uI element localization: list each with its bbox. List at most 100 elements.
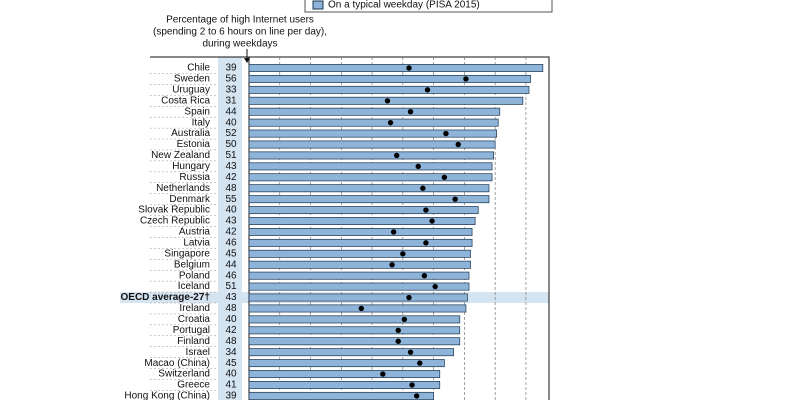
category-label: Iceland	[178, 281, 210, 292]
percentage: 45	[225, 248, 237, 259]
column-header: during weekdays	[202, 39, 277, 50]
dot	[423, 240, 429, 246]
bar	[248, 173, 493, 182]
category-label: Russia	[179, 172, 210, 183]
dot	[401, 316, 408, 323]
category-label: Costa Rica	[161, 95, 210, 106]
bar	[248, 370, 441, 378]
percentage: 50	[225, 139, 237, 150]
dot	[432, 283, 438, 290]
category-label: Austria	[179, 227, 211, 238]
bar	[248, 337, 461, 346]
dot	[463, 76, 469, 82]
dot	[441, 174, 448, 180]
category-label: Finland	[177, 336, 210, 347]
percentage: 56	[225, 74, 237, 85]
dot	[380, 371, 386, 377]
percentage: 43	[225, 292, 237, 303]
percentage: 42	[225, 227, 237, 238]
bar	[248, 162, 493, 171]
dot	[390, 229, 397, 235]
bar	[248, 118, 499, 127]
dot	[387, 119, 394, 126]
bar	[248, 64, 544, 72]
dot	[384, 98, 391, 104]
dot	[424, 87, 431, 93]
bar	[248, 326, 461, 335]
dot	[395, 327, 401, 334]
category-label: Spain	[184, 106, 210, 117]
dot	[406, 294, 412, 301]
bar	[248, 271, 470, 280]
category-label: Estonia	[177, 139, 211, 150]
bar	[248, 238, 473, 247]
legend-label: On a typical weekday (PISA 2015)	[328, 0, 480, 11]
bar	[248, 249, 471, 258]
column-header: Percentage of high Internet users	[166, 15, 314, 26]
dot	[407, 349, 414, 355]
dot	[423, 207, 429, 213]
dot	[455, 141, 461, 148]
bar	[248, 315, 461, 324]
category-label: Switzerland	[158, 369, 210, 380]
dot	[389, 262, 395, 268]
bar	[248, 195, 490, 204]
percent-column	[218, 57, 242, 400]
percentage: 41	[225, 380, 237, 391]
percentage: 39	[225, 63, 237, 74]
category-label: Sweden	[174, 74, 210, 85]
category-label: Netherlands	[156, 183, 210, 194]
bar	[248, 151, 494, 160]
bar	[248, 107, 501, 116]
percentage: 33	[225, 85, 237, 96]
dot	[452, 196, 458, 202]
dot	[407, 109, 414, 115]
dot	[358, 305, 365, 312]
bar	[248, 129, 498, 138]
category-label: Chile	[187, 63, 210, 74]
category-label: Slovak Republic	[138, 205, 210, 216]
dot	[421, 272, 428, 279]
percentage: 31	[225, 95, 237, 106]
percentage: 34	[225, 347, 237, 358]
bar	[248, 206, 479, 215]
bar	[248, 282, 470, 291]
percentage: 40	[225, 369, 237, 380]
bar	[248, 184, 490, 193]
percentage: 40	[225, 205, 237, 216]
category-label: OECD average-27†	[121, 292, 211, 303]
percentage: 42	[225, 172, 237, 183]
category-label: Australia	[171, 128, 210, 139]
category-label: New Zealand	[151, 150, 210, 161]
percentage: 39	[225, 391, 237, 400]
dot	[429, 218, 435, 224]
bar	[248, 260, 471, 269]
percentage: 42	[225, 325, 237, 336]
category-label: Ireland	[179, 303, 210, 314]
dot	[417, 360, 423, 366]
dot	[409, 382, 415, 388]
percentage: 43	[225, 161, 237, 172]
category-label: Portugal	[173, 325, 210, 336]
dot	[413, 393, 420, 399]
percentage: 48	[225, 336, 237, 347]
category-label: Macao (China)	[144, 358, 210, 369]
bar	[248, 217, 476, 225]
bar	[248, 304, 467, 313]
category-label: Italy	[192, 117, 210, 128]
percentage: 44	[225, 106, 237, 117]
legend-box	[304, 0, 553, 13]
bar	[248, 348, 454, 357]
dot	[406, 65, 412, 71]
category-label: Poland	[179, 270, 210, 281]
category-label: Latvia	[183, 238, 210, 249]
bar	[248, 140, 496, 149]
category-label: Greece	[177, 380, 210, 391]
category-label: Denmark	[169, 194, 211, 205]
column-header: (spending 2 to 6 hours on line per day),	[153, 27, 327, 38]
dot	[395, 338, 401, 344]
bar	[248, 228, 473, 236]
bar	[248, 391, 434, 400]
category-label: Croatia	[178, 314, 211, 325]
